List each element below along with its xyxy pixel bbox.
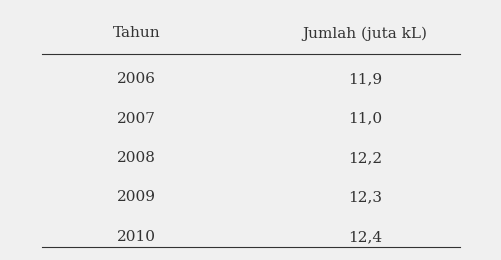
Text: 11,9: 11,9 (347, 72, 381, 86)
Text: 12,2: 12,2 (347, 151, 381, 165)
Text: 12,3: 12,3 (348, 190, 381, 204)
Text: Tahun: Tahun (113, 26, 160, 40)
Text: 2007: 2007 (117, 112, 156, 126)
Text: 2010: 2010 (117, 230, 156, 244)
Text: 2006: 2006 (117, 72, 156, 86)
Text: 2009: 2009 (117, 190, 156, 204)
Text: Jumlah (juta kL): Jumlah (juta kL) (302, 26, 427, 41)
Text: 12,4: 12,4 (347, 230, 381, 244)
Text: 2008: 2008 (117, 151, 156, 165)
Text: 11,0: 11,0 (347, 112, 381, 126)
